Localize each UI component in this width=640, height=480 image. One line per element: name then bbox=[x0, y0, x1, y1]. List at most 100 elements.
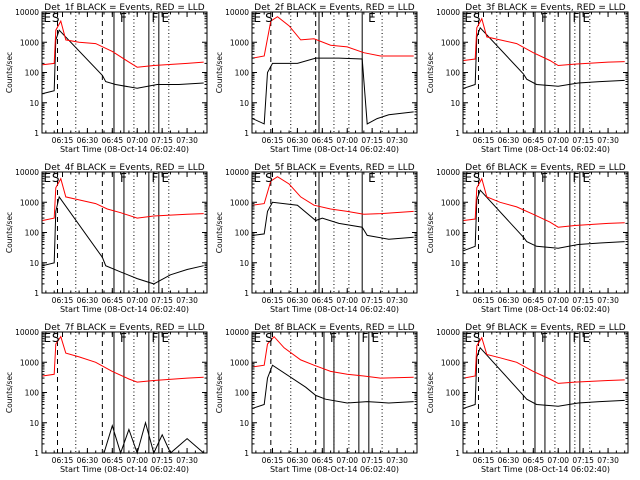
x-tick-label: 06:15 bbox=[473, 456, 495, 465]
chart-panel-9: Det_9f BLACK = Events, RED = LLD 1 10 100 10… bbox=[426, 323, 629, 474]
phase-marker-label: F bbox=[541, 11, 548, 25]
x-tick-label: 07:15 bbox=[361, 456, 383, 465]
x-tick-label: 06:15 bbox=[52, 136, 74, 145]
series-line-events bbox=[252, 364, 414, 409]
x-tick-label: 07:30 bbox=[386, 296, 408, 305]
x-tick-label: 07:00 bbox=[336, 456, 358, 465]
x-tick-label: 07:30 bbox=[176, 456, 198, 465]
x-tick-label: 06:45 bbox=[102, 296, 124, 305]
series-line-lld bbox=[252, 16, 414, 59]
y-axis-label: Counts/sec bbox=[215, 52, 224, 93]
chart-title: Det_2f BLACK = Events, RED = LLD bbox=[254, 3, 414, 13]
y-tick-label: 10000 bbox=[436, 8, 460, 17]
x-tick-label: 06:30 bbox=[498, 296, 520, 305]
y-tick-label: 10000 bbox=[15, 328, 39, 337]
x-tick-label: 07:30 bbox=[597, 136, 619, 145]
x-tick-label: 06:30 bbox=[287, 136, 309, 145]
x-tick-label: 06:15 bbox=[52, 456, 74, 465]
chart-panel-2: Det_2f BLACK = Events, RED = LLD 1 10 100 10… bbox=[215, 3, 418, 154]
y-tick-label: 10000 bbox=[15, 8, 39, 17]
phase-marker-label: S bbox=[473, 171, 481, 185]
chart-panel-4: Det_4f BLACK = Events, RED = LLD 1 10 100 10… bbox=[5, 163, 208, 314]
phase-marker-label: F bbox=[152, 171, 159, 185]
phase-marker-label: E bbox=[465, 171, 473, 185]
phase-marker-label: E bbox=[254, 171, 262, 185]
y-tick-label: 10 bbox=[239, 259, 249, 268]
phase-marker-label: F bbox=[362, 331, 369, 345]
series-line-events bbox=[463, 26, 625, 89]
plot-frame bbox=[41, 11, 208, 134]
phase-marker-label: E bbox=[582, 171, 590, 185]
y-axis-label: Counts/sec bbox=[426, 372, 435, 413]
x-axis-label: Start Time (08-Oct-14 06:02:40) bbox=[481, 465, 610, 474]
chart-title: Det_3f BLACK = Events, RED = LLD bbox=[465, 3, 625, 13]
x-axis-label: Start Time (08-Oct-14 06:02:40) bbox=[270, 305, 399, 314]
y-axis-label: Counts/sec bbox=[215, 212, 224, 253]
x-tick-label: 06:30 bbox=[77, 296, 99, 305]
series-line-lld bbox=[463, 17, 625, 67]
phase-marker-label: F bbox=[330, 331, 337, 345]
y-tick-label: 1 bbox=[455, 449, 460, 458]
y-tick-label: 1 bbox=[34, 289, 39, 298]
phase-marker-label: E bbox=[254, 11, 262, 25]
chart-title: Det_5f BLACK = Events, RED = LLD bbox=[254, 163, 414, 173]
phase-marker-label: S bbox=[52, 11, 60, 25]
phase-marker-label: E bbox=[44, 171, 52, 185]
series-line-events bbox=[463, 346, 625, 409]
x-tick-label: 07:30 bbox=[386, 456, 408, 465]
y-tick-label: 10000 bbox=[436, 168, 460, 177]
y-tick-label: 10000 bbox=[225, 8, 249, 17]
series-line-lld bbox=[42, 335, 204, 383]
phase-marker-label: E bbox=[582, 11, 590, 25]
y-tick-label: 100 bbox=[446, 229, 461, 238]
chart-panel-7: Det_7f BLACK = Events, RED = LLD 1 10 100 10… bbox=[5, 323, 208, 474]
x-tick-label: 06:15 bbox=[262, 136, 284, 145]
series-line-events bbox=[42, 195, 204, 285]
y-tick-label: 1 bbox=[244, 129, 249, 138]
phase-marker-label: E bbox=[161, 11, 169, 25]
x-tick-label: 06:30 bbox=[498, 136, 520, 145]
phase-marker-label: S bbox=[473, 11, 481, 25]
plot-frame bbox=[251, 171, 418, 294]
phase-marker-label: F bbox=[573, 331, 580, 345]
y-tick-label: 1000 bbox=[20, 198, 39, 207]
y-tick-label: 1000 bbox=[230, 358, 249, 367]
y-axis-label: Counts/sec bbox=[5, 372, 14, 413]
x-axis-label: Start Time (08-Oct-14 06:02:40) bbox=[60, 465, 189, 474]
x-tick-label: 07:15 bbox=[151, 456, 173, 465]
phase-marker-label: E bbox=[368, 171, 376, 185]
x-tick-label: 06:45 bbox=[312, 456, 334, 465]
x-tick-label: 07:30 bbox=[597, 296, 619, 305]
phase-marker-label: E bbox=[371, 331, 379, 345]
y-tick-label: 100 bbox=[446, 389, 461, 398]
y-tick-label: 1000 bbox=[20, 38, 39, 47]
phase-marker-label: E bbox=[465, 11, 473, 25]
x-tick-label: 06:15 bbox=[473, 296, 495, 305]
phase-marker-label: S bbox=[265, 331, 273, 345]
x-tick-label: 06:30 bbox=[498, 456, 520, 465]
x-axis-label: Start Time (08-Oct-14 06:02:40) bbox=[270, 145, 399, 154]
y-tick-label: 1000 bbox=[441, 198, 460, 207]
y-tick-label: 1 bbox=[34, 449, 39, 458]
series-line-events bbox=[103, 420, 205, 455]
plot-frame bbox=[251, 331, 418, 454]
y-tick-label: 1 bbox=[34, 129, 39, 138]
x-tick-label: 07:00 bbox=[547, 296, 569, 305]
x-tick-label: 07:00 bbox=[547, 136, 569, 145]
y-tick-label: 1 bbox=[244, 449, 249, 458]
chart-panel-5: Det_5f BLACK = Events, RED = LLD 1 10 100 10… bbox=[215, 163, 418, 314]
phase-marker-label: E bbox=[161, 171, 169, 185]
series-line-events bbox=[42, 29, 204, 95]
phase-marker-label: E bbox=[254, 331, 262, 345]
x-tick-label: 07:30 bbox=[597, 456, 619, 465]
phase-marker-label: F bbox=[120, 171, 127, 185]
x-tick-label: 07:00 bbox=[336, 136, 358, 145]
x-tick-label: 06:15 bbox=[262, 456, 284, 465]
phase-marker-label: F bbox=[573, 11, 580, 25]
x-tick-label: 06:30 bbox=[287, 456, 309, 465]
chart-title: Det_7f BLACK = Events, RED = LLD bbox=[44, 323, 204, 333]
x-tick-label: 07:15 bbox=[572, 136, 594, 145]
y-tick-label: 100 bbox=[25, 389, 40, 398]
x-axis-label: Start Time (08-Oct-14 06:02:40) bbox=[270, 465, 399, 474]
x-axis-label: Start Time (08-Oct-14 06:02:40) bbox=[60, 145, 189, 154]
